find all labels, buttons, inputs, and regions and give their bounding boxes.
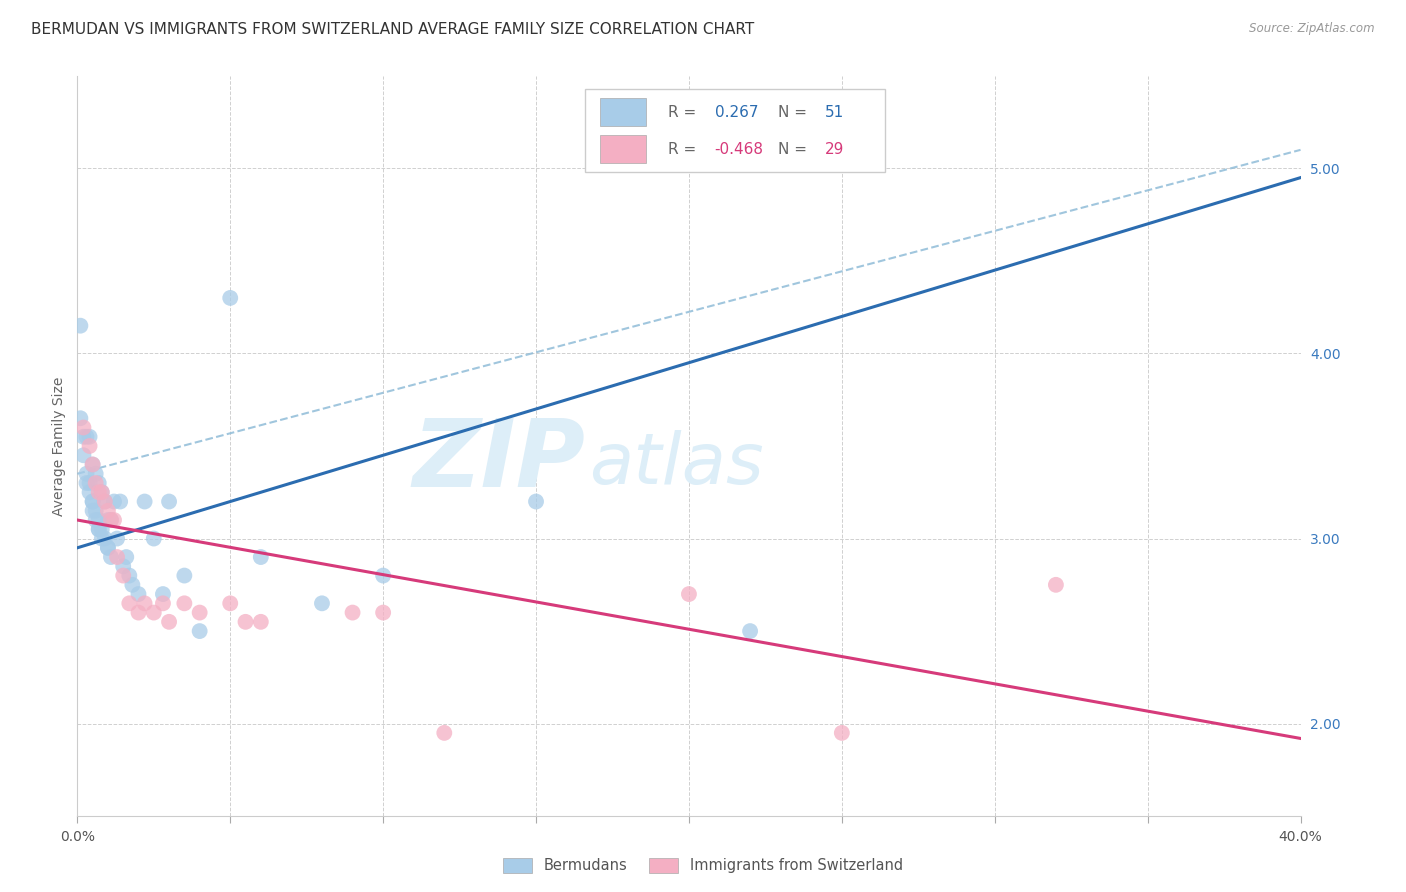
Point xyxy=(100,513,122,527)
Point xyxy=(82,494,104,508)
Point xyxy=(97,504,120,518)
Point xyxy=(152,596,174,610)
Text: 51: 51 xyxy=(825,104,844,120)
Point xyxy=(84,513,107,527)
Point xyxy=(87,522,110,536)
Point xyxy=(87,522,110,536)
Text: N =: N = xyxy=(779,142,813,157)
Point xyxy=(100,549,122,565)
Point xyxy=(103,494,125,508)
Point xyxy=(108,494,131,508)
Text: 29: 29 xyxy=(825,142,844,157)
FancyBboxPatch shape xyxy=(599,98,647,126)
Point xyxy=(76,430,98,444)
Text: 0.267: 0.267 xyxy=(714,104,758,120)
Point xyxy=(82,458,104,472)
Point xyxy=(524,494,547,508)
Point xyxy=(371,568,394,582)
Point xyxy=(342,606,364,620)
Point xyxy=(115,549,138,565)
Point xyxy=(118,568,141,582)
Point xyxy=(76,467,98,481)
Point xyxy=(84,476,107,491)
Point xyxy=(188,624,211,639)
Point xyxy=(97,541,120,555)
Point xyxy=(142,532,165,546)
Point xyxy=(84,467,107,481)
Point xyxy=(219,596,242,610)
Point xyxy=(134,596,156,610)
Text: R =: R = xyxy=(668,104,702,120)
Point xyxy=(82,504,104,518)
Point xyxy=(740,624,762,639)
Point xyxy=(97,541,120,555)
Point xyxy=(84,504,107,518)
Point xyxy=(100,513,122,527)
Point xyxy=(112,568,135,582)
Point xyxy=(82,494,104,508)
Point xyxy=(831,726,853,740)
Point xyxy=(118,596,141,610)
Point xyxy=(90,485,112,500)
Text: R =: R = xyxy=(668,142,702,157)
Point xyxy=(235,615,257,629)
FancyBboxPatch shape xyxy=(585,89,884,172)
Point xyxy=(157,494,180,508)
Point xyxy=(250,615,273,629)
Point xyxy=(79,430,101,444)
Point xyxy=(87,485,110,500)
Point xyxy=(134,494,156,508)
Point xyxy=(79,485,101,500)
Point xyxy=(127,587,149,601)
Point xyxy=(173,596,195,610)
Text: N =: N = xyxy=(779,104,813,120)
Point xyxy=(173,568,195,582)
Text: BERMUDAN VS IMMIGRANTS FROM SWITZERLAND AVERAGE FAMILY SIZE CORRELATION CHART: BERMUDAN VS IMMIGRANTS FROM SWITZERLAND … xyxy=(31,22,754,37)
Point xyxy=(311,596,333,610)
Point xyxy=(142,606,165,620)
Point xyxy=(219,291,242,305)
Point xyxy=(79,439,101,453)
Point xyxy=(87,513,110,527)
Point xyxy=(188,606,211,620)
Point xyxy=(127,606,149,620)
Point xyxy=(79,476,101,491)
Point xyxy=(76,476,98,491)
Point xyxy=(1045,578,1067,592)
Y-axis label: Average Family Size: Average Family Size xyxy=(52,376,66,516)
Point xyxy=(152,587,174,601)
Point xyxy=(94,494,117,508)
Point xyxy=(87,476,110,491)
Point xyxy=(69,411,91,425)
Point xyxy=(157,615,180,629)
Point xyxy=(72,430,94,444)
Point xyxy=(90,522,112,536)
Point xyxy=(94,494,117,508)
Legend: Bermudans, Immigrants from Switzerland: Bermudans, Immigrants from Switzerland xyxy=(495,850,911,880)
Point xyxy=(433,726,456,740)
Point xyxy=(371,606,394,620)
Text: ZIP: ZIP xyxy=(412,415,585,507)
Point xyxy=(72,448,94,462)
Point xyxy=(90,485,112,500)
Text: atlas: atlas xyxy=(589,430,763,499)
Point xyxy=(105,549,128,565)
Point xyxy=(69,318,91,333)
Point xyxy=(97,513,120,527)
Point xyxy=(94,532,117,546)
Point xyxy=(90,532,112,546)
Point xyxy=(72,420,94,434)
Point xyxy=(678,587,700,601)
Point xyxy=(82,458,104,472)
Text: Source: ZipAtlas.com: Source: ZipAtlas.com xyxy=(1250,22,1375,36)
Text: -0.468: -0.468 xyxy=(714,142,763,157)
Point xyxy=(103,513,125,527)
Point xyxy=(105,532,128,546)
FancyBboxPatch shape xyxy=(599,135,647,163)
Point xyxy=(250,549,273,565)
Point xyxy=(121,578,143,592)
Point xyxy=(112,559,135,574)
